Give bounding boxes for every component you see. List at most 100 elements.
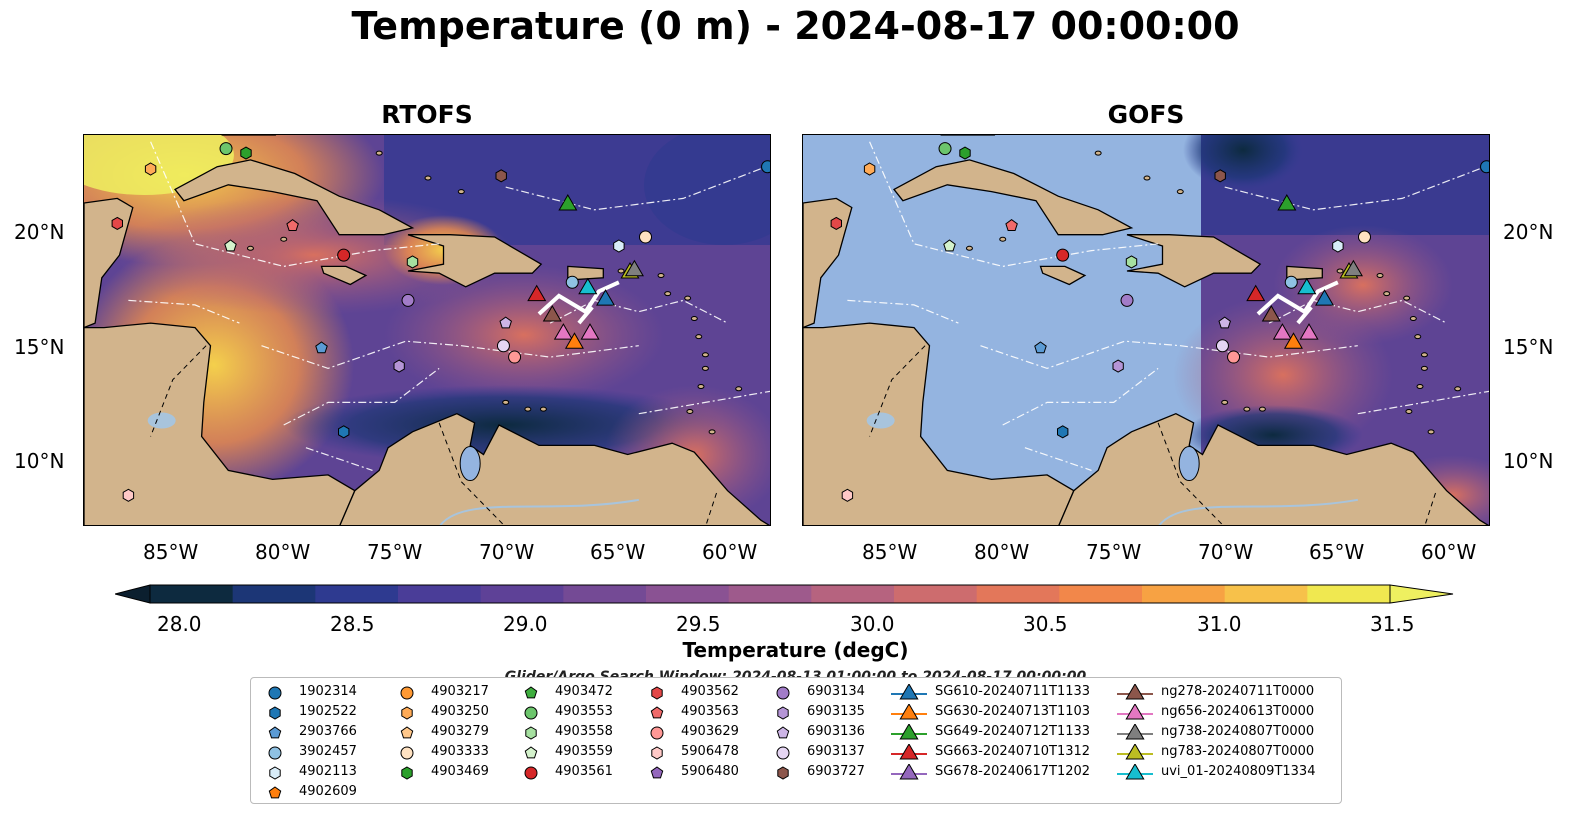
glider-marker [553,323,573,340]
legend-marker [651,746,663,760]
legend-float-marker [651,746,663,760]
argo-float-marker [508,350,522,364]
legend-label: 3902457 [299,744,357,759]
glider-marker [1283,332,1303,349]
map-panel-gofs [802,134,1490,526]
argo-float-marker [219,142,233,156]
legend-marker [776,726,790,739]
gofs-island [1176,189,1184,195]
legend-label: ng738-20240807T0000 [1161,724,1315,739]
legend-float-marker [269,766,281,780]
legend-float-marker [268,686,282,700]
colorbar-segment [1307,585,1391,603]
legend-float-marker [651,686,663,700]
legend-marker [1117,744,1153,760]
legend-label: SG610-20240711T1133 [935,684,1091,699]
legend-label: 4903217 [431,684,489,699]
glider-marker [1272,323,1292,340]
glider-marker [624,259,644,277]
gofs-eez-boundary [869,141,1159,268]
colorbar-frame [149,584,1391,604]
gofs-land-yucatan [803,197,853,329]
argo-float-marker [499,316,512,329]
argo-float-marker [495,169,507,183]
gofs-lake-maracaibo [1178,446,1200,482]
lon-label-right-80w: 80°W [974,540,1030,564]
colorbar-segment [811,585,895,603]
rtofs-island [697,384,705,390]
legend-marker [524,746,538,759]
colorbar-tick-28-5: 28.5 [330,612,375,636]
legend-marker [891,724,927,740]
legend-marker [891,764,927,780]
legend-float-marker [401,766,413,780]
rtofs-land-jamaica [320,265,368,286]
glider-marker [1297,277,1317,295]
argo-float-marker [1214,169,1226,183]
colorbar-segment [398,585,482,603]
legend-float-marker [401,706,413,720]
legend-float-marker [650,726,664,740]
legend-float-marker [269,706,281,720]
legend-label: 4903250 [431,704,489,719]
gofs-land-jamaica [1039,265,1087,286]
colorbar-segment [646,585,730,603]
legend-label: 4902609 [299,784,357,799]
legend-label: 6903135 [807,704,865,719]
glider-marker [580,323,600,340]
legend-label: 4903469 [431,764,489,779]
legend-marker [891,744,927,760]
legend-marker [1117,764,1153,780]
rtofs-island [524,406,532,412]
gofs-island [1094,150,1102,156]
gofs-eez-boundary [847,299,959,324]
legend-marker [525,726,537,740]
legend-glider-marker [1125,764,1145,780]
legend-label: 1902314 [299,684,357,699]
rtofs-island [617,268,625,274]
colorbar-segment [150,585,234,603]
colorbar-segment [480,585,564,603]
legend-glider-marker [1125,704,1145,720]
gofs-land-southam [1058,412,1489,525]
rtofs-island [502,399,510,405]
argo-float-marker [1284,275,1298,289]
legend-label: SG630-20240713T1103 [935,704,1091,719]
rtofs-island [246,245,254,251]
argo-float-marker [959,146,971,160]
glider-marker [558,193,578,211]
rtofs-country-border [438,422,505,525]
legend-marker [269,706,281,720]
lon-label-left-75w: 75°W [367,540,423,564]
colorbar-over-arrow [1389,584,1454,604]
legend-glider-marker [1125,744,1145,760]
gofs-island [1414,334,1422,340]
legend-glider-marker [899,724,919,740]
legend-label: 4903553 [555,704,613,719]
gofs-lake-nicaragua [866,412,895,429]
legend-marker [651,686,663,700]
legend-glider-marker [899,684,919,700]
colorbar-tick-31-0: 31.0 [1197,612,1242,636]
rtofs-glider-track [577,305,594,325]
rtofs-island [684,295,692,301]
rtofs-glider-track [537,280,620,316]
rtofs-island [695,334,703,340]
colorbar-tick-30-5: 30.5 [1023,612,1068,636]
argo-float-marker [1005,218,1018,231]
gofs-land-hispaniola [1126,234,1262,288]
argo-float-marker [1034,341,1047,354]
rtofs-country-border [150,345,207,437]
argo-float-marker [496,339,510,353]
legend-float-marker [400,746,414,760]
legend-marker [268,746,282,760]
gofs-island [965,245,973,251]
argo-float-marker [1218,316,1231,329]
glider-marker [596,289,616,306]
colorbar-tick-28-0: 28.0 [157,612,202,636]
legend-marker [524,766,538,780]
argo-float-marker [393,359,405,373]
gofs-glider-track [1296,305,1313,325]
gofs-island [1243,406,1251,412]
rtofs-island [690,316,698,322]
